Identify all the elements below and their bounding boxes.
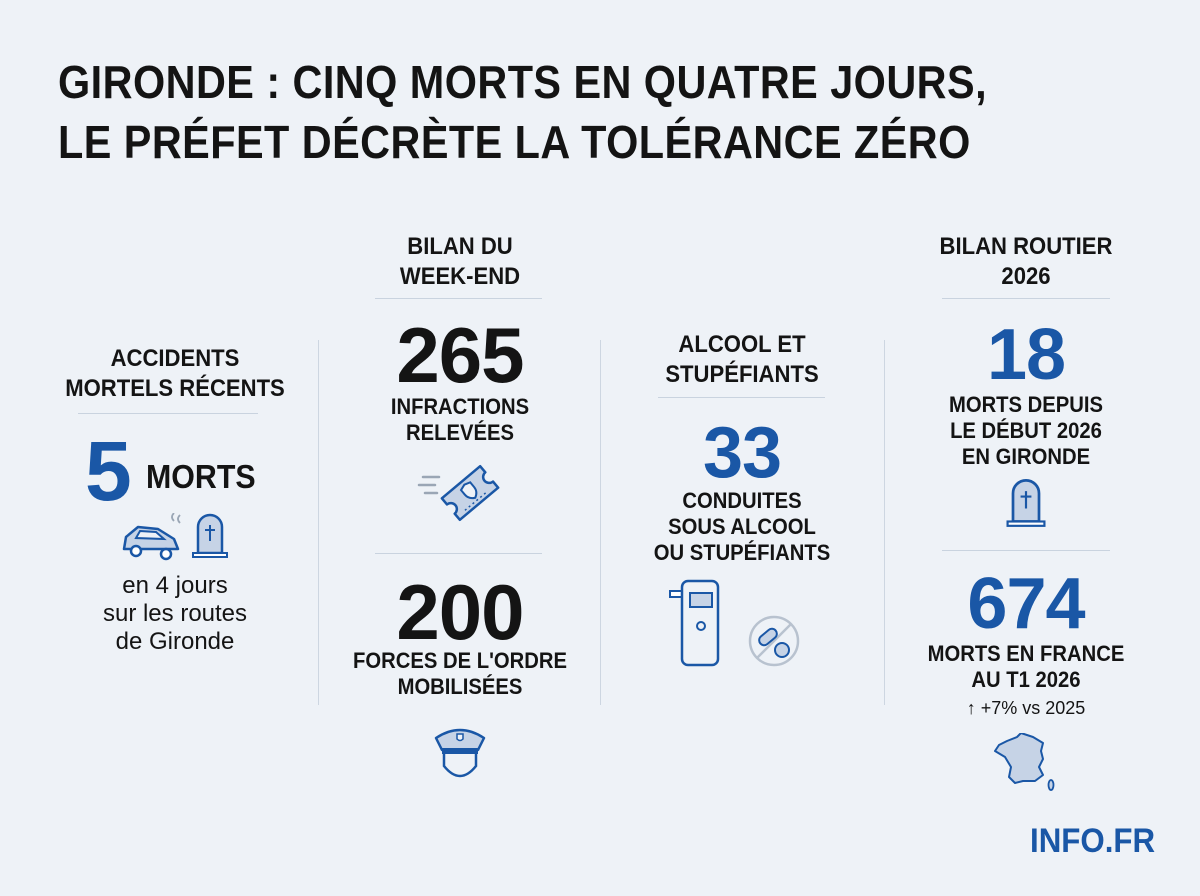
bilan2026-heading: BILAN ROUTIER 2026: [939, 233, 1113, 290]
forces-label: FORCES DE L'ORDRE MOBILISÉES: [353, 648, 567, 699]
accidents-value: 5: [85, 424, 132, 518]
tombstone-icon: [884, 476, 1168, 528]
divider: [600, 340, 601, 705]
divider: [78, 413, 258, 414]
brand-logo: INFO.FR: [1030, 822, 1156, 860]
divider: [884, 340, 885, 705]
france-label: MORTS EN FRANCE AU T1 2026: [927, 641, 1125, 692]
france-map-icon: [884, 733, 1168, 795]
no-drugs-icon: [748, 615, 800, 667]
divider: [375, 298, 542, 299]
alcool-icons: [668, 575, 808, 670]
divider: [658, 397, 825, 398]
divider: [375, 553, 542, 554]
divider: [318, 340, 319, 705]
infractions-value: 265: [396, 311, 524, 399]
divider: [942, 298, 1110, 299]
france-value: 674: [967, 564, 1085, 644]
crashed-car-icon: [122, 513, 181, 561]
forces-value: 200: [396, 568, 524, 656]
ticket-icon: [320, 455, 600, 531]
infractions-label: INFRACTIONS RELEVÉES: [390, 394, 530, 445]
france-trend: ↑ +7% vs 2025: [966, 698, 1086, 718]
accidents-unit: MORTS: [146, 458, 256, 495]
alcool-label: CONDUITES SOUS ALCOOL OU STUPÉFIANTS: [653, 488, 831, 565]
gironde-value: 18: [986, 315, 1066, 395]
accidents-heading: ACCIDENTS MORTELS RÉCENTS: [65, 345, 285, 402]
accidents-description: en 4 jours sur les routes de Gironde: [102, 572, 248, 655]
divider: [942, 550, 1110, 551]
tombstone-icon: [192, 513, 228, 558]
gironde-label: MORTS DEPUIS LE DÉBUT 2026 EN GIRONDE: [948, 392, 1104, 469]
breathalyzer-icon: [669, 579, 720, 667]
page-title: GIRONDE : CINQ MORTS EN QUATRE JOURS, LE…: [58, 56, 988, 168]
alcool-value: 33: [702, 413, 782, 493]
weekend-heading: BILAN DU WEEK-END: [399, 233, 521, 290]
police-officer-icon: [320, 724, 600, 786]
accidents-icons: [118, 505, 233, 563]
alcool-heading: ALCOOL ET STUPÉFIANTS: [665, 331, 819, 388]
